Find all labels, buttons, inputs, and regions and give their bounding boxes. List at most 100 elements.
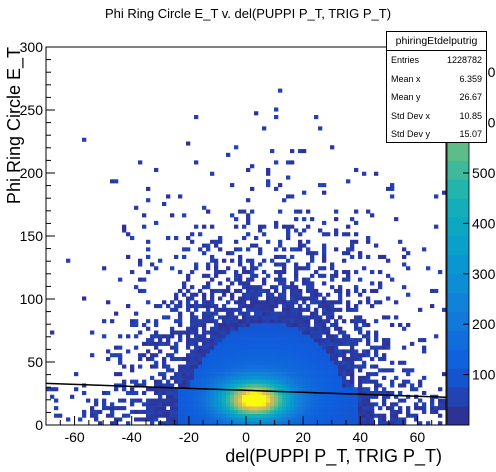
heatmap-cell — [386, 258, 391, 263]
x-tick-label: -40 — [122, 429, 142, 445]
heatmap-cell — [374, 345, 379, 350]
heatmap-cell — [230, 364, 235, 369]
heatmap-cell — [158, 402, 163, 407]
heatmap-cell — [330, 262, 335, 267]
heatmap-cell — [366, 375, 371, 380]
heatmap-cell — [298, 390, 303, 396]
heatmap-cell — [250, 356, 255, 362]
heatmap-cell — [302, 296, 307, 301]
heatmap-cell — [318, 360, 323, 365]
heatmap-cell — [202, 330, 207, 335]
heatmap-cell — [322, 349, 327, 354]
heatmap-cell — [382, 390, 387, 396]
heatmap-cell — [262, 224, 267, 229]
heatmap-cell — [262, 345, 267, 350]
heatmap-cell — [202, 341, 207, 346]
heatmap-cell — [346, 349, 351, 354]
heatmap-cell — [306, 334, 311, 339]
heatmap-cell — [298, 398, 303, 403]
heatmap-cell — [102, 266, 107, 271]
heatmap-cell — [310, 402, 315, 407]
heatmap-cell — [230, 368, 235, 373]
heatmap-cell — [214, 288, 219, 293]
heatmap-cell — [330, 353, 335, 358]
heatmap-cell — [166, 383, 171, 388]
heatmap-cell — [358, 394, 363, 399]
heatmap-cell — [182, 247, 187, 252]
heatmap-cell — [218, 281, 223, 286]
heatmap-cell — [282, 387, 287, 392]
heatmap-cell — [270, 364, 275, 369]
heatmap-cell — [198, 390, 203, 396]
color-scale-segment — [447, 160, 469, 180]
heatmap-cell — [354, 232, 359, 237]
heatmap-cell — [270, 349, 275, 354]
heatmap-cell — [270, 304, 275, 309]
heatmap-cell — [370, 417, 375, 422]
heatmap-cell — [102, 398, 107, 403]
heatmap-cell — [198, 288, 203, 293]
heatmap-cell — [286, 330, 291, 335]
heatmap-cell — [306, 353, 311, 358]
heatmap-cell — [190, 326, 195, 331]
heatmap-cell — [214, 322, 219, 328]
heatmap-cell — [238, 254, 243, 259]
heatmap-cell — [234, 288, 239, 293]
heatmap-cell — [278, 292, 283, 297]
heatmap-cell — [194, 417, 199, 422]
heatmap-cell — [162, 360, 167, 365]
heatmap-cell — [226, 394, 231, 399]
heatmap-cell — [358, 315, 363, 320]
heatmap-cell — [378, 285, 383, 290]
heatmap-cell — [318, 334, 323, 339]
heatmap-cell — [206, 375, 211, 380]
heatmap-cell — [310, 315, 315, 320]
heatmap-cell — [90, 413, 95, 418]
heatmap-cell — [290, 149, 295, 154]
heatmap-cell — [226, 330, 231, 335]
heatmap-cell — [294, 341, 299, 346]
heatmap-cell — [234, 300, 239, 305]
heatmap-cell — [326, 402, 331, 407]
heatmap-cell — [386, 186, 391, 191]
heatmap-cell — [198, 364, 203, 369]
heatmap-cell — [186, 368, 191, 373]
heatmap-cell — [406, 266, 411, 271]
heatmap-cell — [414, 417, 419, 422]
heatmap-cell — [286, 364, 291, 369]
heatmap-cell — [218, 307, 223, 312]
heatmap-cell — [174, 254, 179, 259]
heatmap-cell — [342, 364, 347, 369]
heatmap-cell — [442, 402, 446, 407]
heatmap-cell — [318, 326, 323, 331]
heatmap-cell — [262, 319, 267, 324]
heatmap-cell — [342, 353, 347, 358]
heatmap-cell — [250, 364, 255, 369]
heatmap-cell — [186, 296, 191, 301]
heatmap-cell — [322, 247, 327, 252]
heatmap-cell — [322, 398, 327, 403]
heatmap-cell — [250, 209, 255, 214]
heatmap-cell — [310, 296, 315, 301]
heatmap-cell — [214, 360, 219, 365]
heatmap-cell — [386, 296, 391, 301]
heatmap-cell — [178, 398, 183, 403]
heatmap-cell — [314, 383, 319, 388]
heatmap-cell — [266, 296, 271, 301]
heatmap-cell — [278, 402, 283, 407]
heatmap-cell — [358, 330, 363, 335]
heatmap-cell — [346, 338, 351, 343]
heatmap-cell — [262, 232, 267, 237]
heatmap-cell — [234, 270, 239, 275]
heatmap-cell — [350, 217, 355, 222]
heatmap-cell — [374, 349, 379, 354]
heatmap-cell — [346, 277, 351, 282]
heatmap-cell — [330, 383, 335, 388]
heatmap-cell — [170, 300, 175, 305]
heatmap-cell — [294, 364, 299, 369]
heatmap-cell — [198, 247, 203, 252]
heatmap-cell — [202, 409, 207, 414]
heatmap-cell — [330, 300, 335, 305]
heatmap-cell — [310, 364, 315, 369]
heatmap-cell — [174, 304, 179, 309]
